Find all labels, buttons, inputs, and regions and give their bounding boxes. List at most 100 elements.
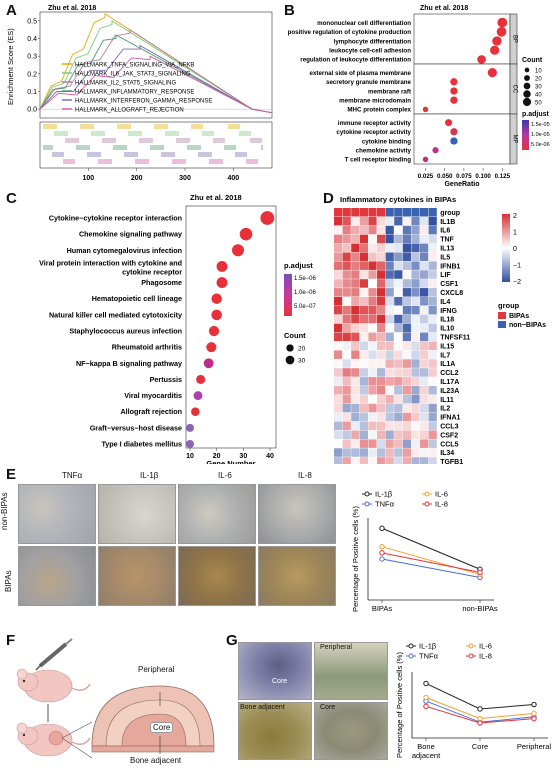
d-heat-cell	[385, 314, 394, 324]
d-heat-cell	[394, 421, 403, 431]
d-heat-cell	[368, 412, 377, 422]
ihc-g-core	[314, 702, 388, 760]
d-legend-swatch	[498, 321, 506, 328]
d-gene-label: IFNG	[440, 308, 457, 315]
panel-letter-a: A	[6, 2, 17, 19]
d-heat-cell	[351, 208, 360, 217]
d-heat-cell	[368, 448, 377, 457]
d-gene-label: CXCL8	[440, 290, 463, 297]
c-term-label: Graft−versus−host disease	[90, 423, 182, 432]
d-legend-title: group	[498, 301, 520, 310]
d-heat-cell	[334, 421, 343, 431]
d-heat-cell	[394, 439, 403, 448]
d-heat-cell	[368, 243, 377, 253]
d-heat-cell	[428, 234, 437, 244]
e-row-bipas: BIPAs	[4, 570, 13, 592]
c-plot-frame	[185, 205, 277, 449]
d-gene-label: IL13	[440, 246, 454, 253]
d-heat-cell	[411, 403, 420, 413]
c-dot	[216, 260, 228, 272]
b-title: Zhu et al. 2018	[420, 5, 468, 12]
d-heat-cell	[334, 350, 343, 359]
d-gene-label: IL17A	[440, 379, 459, 386]
b-term-label: chemokine activity	[356, 148, 412, 155]
d-heat-cell	[342, 350, 351, 359]
d-heat-cell	[377, 305, 386, 315]
d-heat-cell	[351, 377, 360, 386]
d-heat-cell	[402, 439, 411, 448]
d-heat-cell	[411, 394, 420, 404]
d-heat-cell	[334, 430, 343, 439]
d-heat-cell	[394, 332, 403, 342]
d-heat-cell	[385, 439, 394, 448]
d-heat-cell	[351, 243, 360, 253]
c-dot	[203, 358, 214, 369]
d-heat-cell	[420, 216, 429, 226]
d-heat-cell	[385, 457, 394, 464]
d-heat-cell	[420, 305, 429, 315]
d-heat-cell	[377, 377, 386, 386]
d-heat-cell	[411, 314, 420, 324]
d-heat-cell	[402, 386, 411, 395]
d-gene-label: IL7	[440, 352, 450, 359]
d-heat-cell	[359, 350, 368, 359]
d-heat-cell	[359, 332, 368, 342]
d-heat-cell	[342, 386, 351, 395]
d-heat-cell	[402, 279, 411, 288]
d-heat-cell	[351, 386, 360, 395]
d-heat-cell	[368, 305, 377, 315]
d-heat-cell	[420, 234, 429, 244]
d-heat-cell	[402, 234, 411, 244]
d-heat-cell	[342, 341, 351, 350]
d-heat-cell	[394, 252, 403, 261]
d-gene-label: IL18	[440, 317, 454, 324]
d-heat-cell	[428, 386, 437, 395]
d-heat-cell	[351, 225, 360, 235]
d-heat-cell	[402, 394, 411, 404]
d-heat-cell	[377, 386, 386, 395]
d-heat-cell	[385, 208, 394, 217]
e-legend-marker	[364, 501, 370, 507]
c-dot	[239, 227, 253, 241]
b-count-legend-title: Count	[522, 57, 543, 64]
d-heat-cell	[411, 270, 420, 279]
a-legend-label: HALLMARK_IL2_STAT5_SIGNALING	[75, 81, 176, 87]
d-gene-label: CCL5	[440, 441, 458, 448]
g-legend-marker	[468, 643, 474, 649]
d-heat-cell	[351, 350, 360, 359]
d-heat-cell	[428, 421, 437, 431]
d-heat-cell	[402, 403, 411, 413]
d-heat-cell	[334, 323, 343, 333]
d-legend-label: non−BIPAs	[509, 322, 546, 329]
b-term-label: membrane microdomain	[339, 98, 411, 105]
d-heat-cell	[385, 377, 394, 386]
d-heat-cell	[420, 359, 429, 368]
f-label-core: Core	[150, 722, 174, 733]
d-heat-cell	[351, 421, 360, 431]
d-heat-cell	[351, 412, 360, 422]
d-heat-cell	[377, 225, 386, 235]
d-heat-cell	[342, 261, 351, 270]
b-dot	[450, 87, 458, 95]
d-heat-cell	[385, 368, 394, 377]
d-heat-cell	[359, 243, 368, 253]
c-padj-tick: 5.0e−07	[294, 304, 317, 310]
c-xtick-label: 20	[213, 453, 221, 460]
d-heat-cell	[411, 448, 420, 457]
d-heat-cell	[377, 208, 386, 217]
d-heat-cell	[411, 323, 420, 333]
d-gene-label: IL2	[440, 406, 450, 413]
d-heat-cell	[377, 288, 386, 297]
d-heat-cell	[334, 208, 343, 217]
b-facet-label: MF	[512, 135, 518, 144]
d-heat-cell	[351, 448, 360, 457]
d-heat-cell	[351, 359, 360, 368]
d-heat-cell	[359, 448, 368, 457]
d-heat-cell	[385, 297, 394, 306]
d-heat-cell	[411, 216, 420, 226]
d-heat-cell	[411, 359, 420, 368]
panel-b-go-dotplot: Zhu et al. 2018 BP mononuclear cell differ…	[288, 5, 550, 186]
d-heat-cell	[385, 234, 394, 244]
c-count-legend-label: 30	[298, 358, 306, 365]
d-gene-label: group	[440, 210, 460, 217]
